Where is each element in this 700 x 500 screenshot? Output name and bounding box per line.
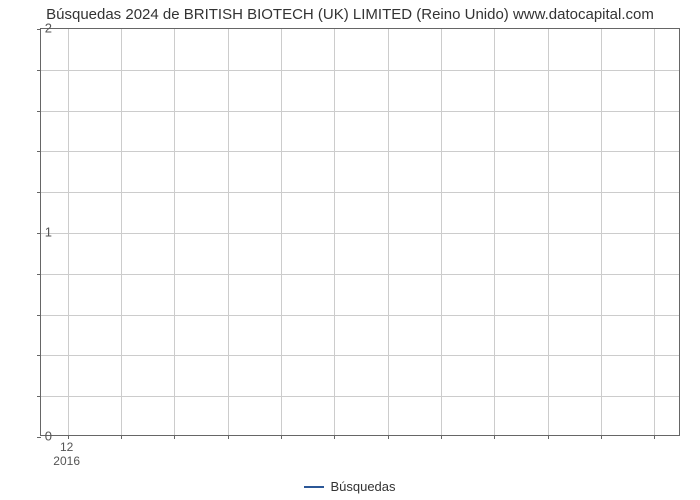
x-tick [281, 435, 282, 439]
legend-line-icon [304, 486, 324, 488]
x-tick [494, 435, 495, 439]
y-tick [37, 70, 41, 71]
gridline-v [494, 29, 495, 435]
gridline-h [41, 151, 679, 152]
y-tick [37, 151, 41, 152]
gridline-v [601, 29, 602, 435]
gridline-h [41, 274, 679, 275]
gridline-h [41, 233, 679, 234]
gridline-h [41, 355, 679, 356]
gridline-v [281, 29, 282, 435]
x-tick [388, 435, 389, 439]
y-tick [37, 315, 41, 316]
x-tick [68, 435, 69, 439]
y-tick [37, 111, 41, 112]
gridline-h [41, 396, 679, 397]
x-tick [441, 435, 442, 439]
gridline-v [174, 29, 175, 435]
gridline-v [68, 29, 69, 435]
y-tick [37, 192, 41, 193]
y-tick-label: 1 [22, 225, 52, 240]
gridline-v [441, 29, 442, 435]
gridline-h [41, 192, 679, 193]
chart-title: Búsquedas 2024 de BRITISH BIOTECH (UK) L… [0, 0, 700, 25]
chart-area [40, 28, 680, 436]
gridline-v [388, 29, 389, 435]
legend-label: Búsquedas [330, 479, 395, 494]
y-tick-label: 0 [22, 429, 52, 444]
legend: Búsquedas [0, 478, 700, 494]
x-tick [654, 435, 655, 439]
x-tick [121, 435, 122, 439]
y-tick [37, 396, 41, 397]
y-tick [37, 274, 41, 275]
x-tick [228, 435, 229, 439]
gridline-v [548, 29, 549, 435]
x-tick [334, 435, 335, 439]
y-tick [37, 355, 41, 356]
gridline-v [121, 29, 122, 435]
x-tick-label-major: 2016 [53, 454, 80, 468]
x-tick-label-minor: 12 [60, 440, 73, 454]
gridline-v [334, 29, 335, 435]
gridline-v [654, 29, 655, 435]
y-tick-label: 2 [22, 21, 52, 36]
gridline-h [41, 70, 679, 71]
gridline-v [228, 29, 229, 435]
x-tick [548, 435, 549, 439]
gridline-h [41, 315, 679, 316]
plot-area [40, 28, 680, 436]
gridline-h [41, 111, 679, 112]
x-tick [601, 435, 602, 439]
x-tick [174, 435, 175, 439]
